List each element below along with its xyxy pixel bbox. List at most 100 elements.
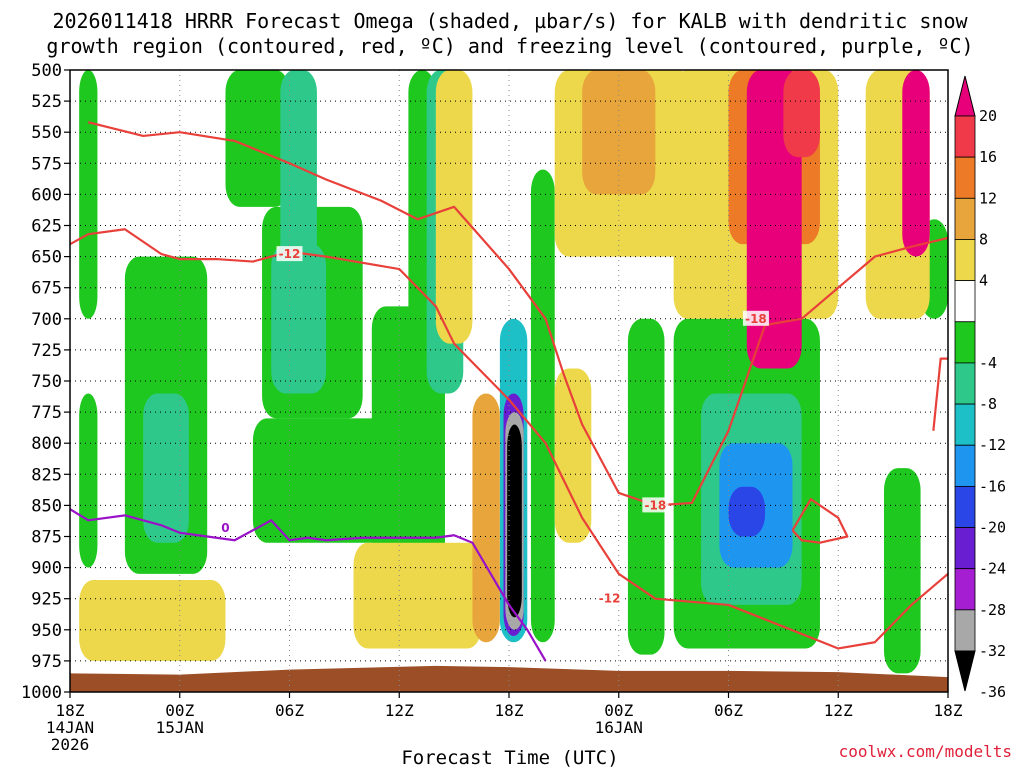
colorbar-tick-label: -16 <box>979 477 1006 495</box>
x-tick-label: 16JAN <box>595 718 643 737</box>
contour-label: 0 <box>221 521 229 535</box>
colorbar-tick-label: -28 <box>979 601 1006 619</box>
omega-region <box>627 318 665 655</box>
omega-region <box>472 393 500 643</box>
x-tick-label: 06Z <box>275 701 304 720</box>
omega-region <box>728 486 766 537</box>
colorbar-bin <box>954 444 976 487</box>
colorbar-tick-label: -24 <box>979 560 1006 578</box>
colorbar-bin <box>954 321 976 364</box>
contour-label: -12 <box>279 247 301 261</box>
omega-region <box>79 70 98 319</box>
y-tick-label: 600 <box>31 185 62 205</box>
colorbar-bin <box>954 197 976 240</box>
omega-region <box>530 169 555 643</box>
contour-label-background <box>742 310 769 326</box>
contour-label-background <box>642 497 669 513</box>
colorbar-tick-label: 16 <box>979 148 997 166</box>
y-tick-label: 775 <box>31 403 62 423</box>
omega-region <box>783 70 820 158</box>
y-tick-label: 950 <box>31 621 62 641</box>
y-tick-label: 900 <box>31 559 62 579</box>
colorbar-bottom-arrow <box>954 650 976 692</box>
colorbar-tick-label: -12 <box>979 436 1006 454</box>
colorbar-bin <box>954 527 976 570</box>
y-tick-label: 1000 <box>21 683 62 703</box>
contour-label-background <box>596 590 623 606</box>
colorbar-tick-label: 8 <box>979 230 988 248</box>
y-tick-label: 675 <box>31 279 62 299</box>
colorbar-tick-label: -32 <box>979 642 1006 660</box>
y-tick-label: 925 <box>31 590 62 610</box>
x-axis-label: Forecast Time (UTC) <box>401 747 618 768</box>
freezing-level-contour-line <box>69 508 547 662</box>
colorbar-tick-label: -4 <box>979 354 997 372</box>
chart-title: 2026011418 HRRR Forecast Omega (shaded, … <box>46 9 973 58</box>
omega-shading <box>79 70 948 674</box>
y-tick-label: 725 <box>31 341 62 361</box>
plot-area: -12 -18 -18 -12 0 <box>69 69 949 693</box>
x-tick-label: 2026 <box>51 735 90 754</box>
contours: -12 -18 -18 -12 0 <box>69 121 949 662</box>
colorbar-tick-label: -8 <box>979 395 997 413</box>
x-tick-label: 12Z <box>385 701 414 720</box>
colorbar-bin <box>954 362 976 405</box>
colorbar-bin <box>954 156 976 199</box>
title-line-1: 2026011418 HRRR Forecast Omega (shaded, … <box>52 9 968 33</box>
omega-region <box>143 393 189 543</box>
contour-label: -18 <box>644 498 666 512</box>
colorbar-tick-label: 4 <box>979 272 988 290</box>
omega-region <box>883 468 921 674</box>
contour-label: -12 <box>599 592 621 606</box>
colorbar: 20 16 12 8 4 -4 -8 -12 -16 -20 -24 -28 -32 -36 <box>954 75 1006 701</box>
omega-region <box>79 393 98 568</box>
y-tick-label: 550 <box>31 123 62 143</box>
contour-label-background <box>276 246 303 262</box>
y-tick-label: 825 <box>31 465 62 485</box>
x-tick-label: 12Z <box>824 701 853 720</box>
y-tick-label: 850 <box>31 496 62 516</box>
x-tick-label: 18Z <box>934 701 963 720</box>
y-axis: 500 525 550 575 600 625 650 675 700 725 750 775 800 8… <box>21 61 70 703</box>
colorbar-top-arrow <box>954 75 976 117</box>
y-tick-label: 575 <box>31 154 62 174</box>
y-tick-label: 700 <box>31 310 62 330</box>
dendritic-contour-line <box>88 121 949 507</box>
x-tick-label: 00Z <box>165 701 194 720</box>
y-tick-label: 800 <box>31 434 62 454</box>
colorbar-tick-label: 12 <box>979 189 997 207</box>
title-line-2: growth region (contoured, red, ºC) and f… <box>46 34 973 58</box>
omega-region <box>507 424 522 618</box>
x-tick-label: 06Z <box>714 701 743 720</box>
colorbar-tick-label: -36 <box>979 683 1006 701</box>
omega-region <box>554 368 592 543</box>
colorbar-bin <box>954 403 976 446</box>
omega-region <box>225 70 290 207</box>
y-tick-label: 650 <box>31 248 62 268</box>
x-tick-label: 14JAN <box>46 718 94 737</box>
colorbar-bin <box>954 609 976 652</box>
omega-region <box>353 542 482 649</box>
dendritic-contour-line <box>69 228 949 650</box>
omega-region <box>252 418 391 543</box>
x-tick-label: 00Z <box>604 701 633 720</box>
dendritic-contour-line <box>791 498 849 544</box>
colorbar-bin <box>954 239 976 282</box>
y-tick-label: 875 <box>31 528 62 548</box>
y-tick-label: 500 <box>31 61 62 81</box>
x-tick-label: 18Z <box>495 701 524 720</box>
omega-region <box>79 580 226 661</box>
contour-label-background <box>212 519 239 535</box>
y-tick-label: 525 <box>31 92 62 112</box>
contour-label: -18 <box>745 312 767 326</box>
x-tick-label: 18Z <box>56 701 85 720</box>
colorbar-bin <box>954 568 976 611</box>
colorbar-bin <box>954 485 976 528</box>
y-tick-label: 975 <box>31 652 62 672</box>
x-tick-label: 15JAN <box>156 718 204 737</box>
credit-text: coolwx.com/modelts <box>839 742 1012 761</box>
colorbar-tick-label: 20 <box>979 107 997 125</box>
colorbar-tick-label: -20 <box>979 519 1006 537</box>
